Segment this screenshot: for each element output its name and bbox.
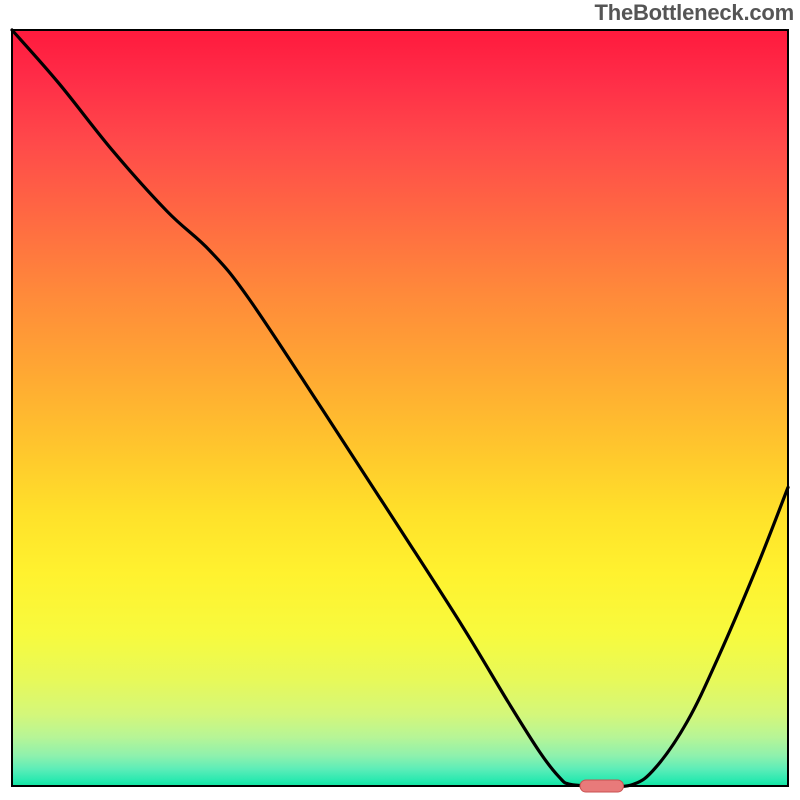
optimal-marker: [580, 780, 623, 792]
bottleneck-chart: [0, 0, 800, 800]
chart-container: TheBottleneck.com: [0, 0, 800, 800]
watermark-text: TheBottleneck.com: [594, 0, 794, 26]
gradient-background: [12, 30, 788, 786]
